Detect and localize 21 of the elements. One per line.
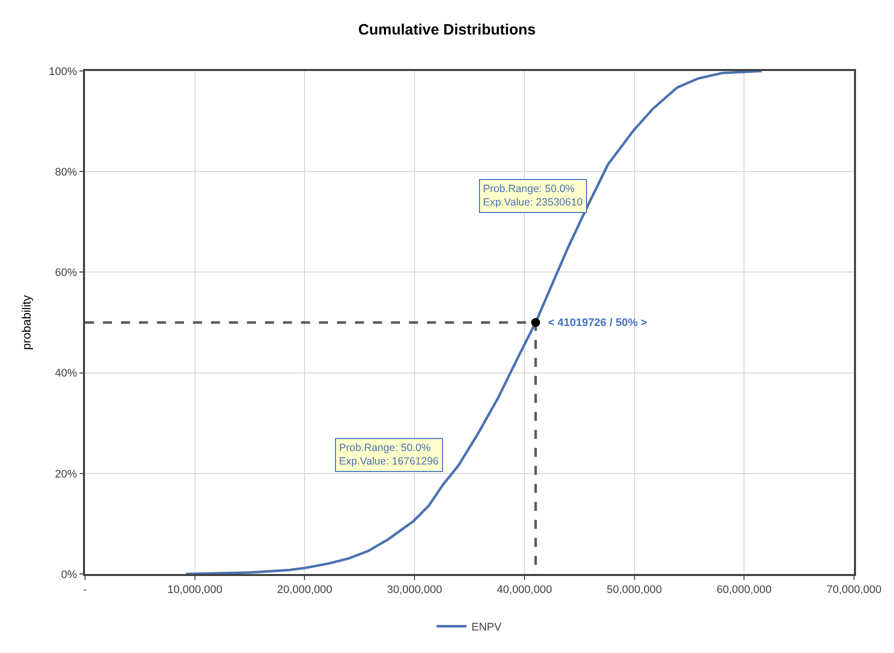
- x-tick-label: 10,000,000: [167, 584, 222, 596]
- y-tick-label: 40%: [55, 368, 78, 380]
- annotation: Prob.Range: 50.0% Exp.Value: 16761296: [339, 442, 439, 468]
- legend-label: ENPV: [472, 622, 502, 634]
- annotation: Prob.Range: 50.0% Exp.Value: 23530610: [483, 183, 583, 209]
- y-tick-label: 100%: [48, 66, 78, 78]
- x-tick-label: 30,000,000: [387, 584, 442, 596]
- x-tick-label: 20,000,000: [277, 584, 332, 596]
- y-tick-label: 60%: [55, 267, 78, 280]
- y-tick-label: 0%: [61, 568, 78, 581]
- chart-title: Cumulative Distributions: [358, 22, 536, 39]
- annotation: < 41019726 / 50% >: [548, 317, 648, 329]
- line-series: [184, 71, 763, 574]
- x-tick-label: 40,000,000: [496, 584, 552, 596]
- y-tick-label: 80%: [55, 166, 78, 178]
- y-axis-title: probability: [20, 295, 34, 350]
- x-tick-label: -: [83, 584, 88, 596]
- y-tick-label: 20%: [55, 468, 78, 480]
- x-tick-label: 70,000,000: [826, 584, 882, 596]
- x-tick-label: 60,000,000: [716, 584, 772, 596]
- x-tick-label: 50,000,000: [606, 584, 662, 596]
